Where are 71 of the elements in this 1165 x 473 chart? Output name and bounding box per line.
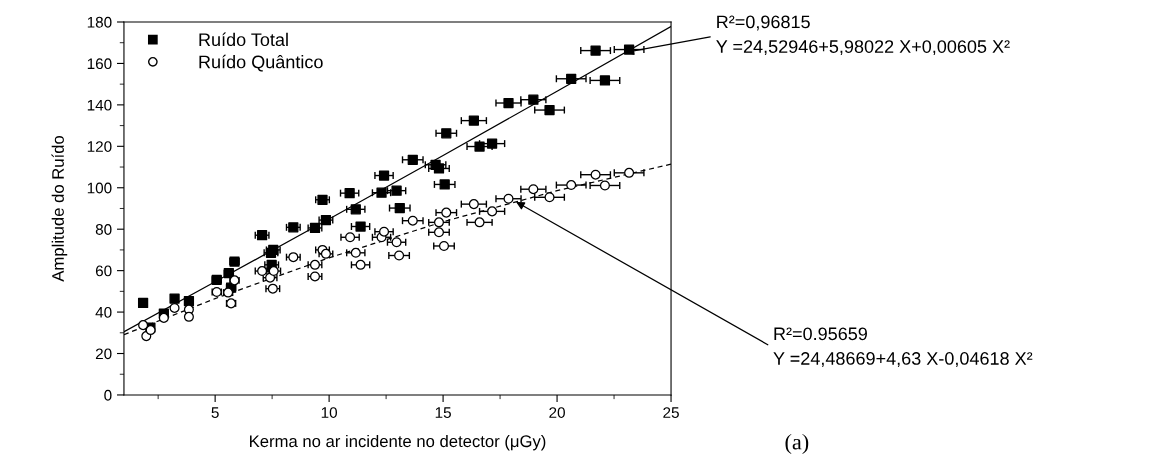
point [379, 226, 390, 237]
point [394, 202, 405, 214]
point [391, 185, 402, 196]
point [599, 75, 611, 86]
point [599, 180, 610, 191]
point [433, 227, 445, 238]
annotation: R²=0.95659 Y =24,48669+4,63 X-0,04618 X² [773, 327, 1033, 367]
point [376, 187, 387, 198]
point [566, 180, 577, 191]
point [544, 192, 555, 203]
y-tick-label: 40 [95, 306, 112, 318]
point [474, 141, 485, 152]
point [391, 237, 402, 248]
point [441, 128, 452, 139]
y-tick-label: 20 [95, 348, 112, 360]
point [441, 207, 452, 218]
point [407, 215, 418, 226]
point [350, 247, 361, 258]
point [433, 163, 445, 174]
x-tick-label: 15 [435, 407, 451, 418]
point [345, 232, 356, 243]
point [378, 170, 390, 181]
point [528, 184, 539, 195]
point [590, 45, 601, 56]
y-tick-label: 120 [87, 141, 112, 152]
point [624, 167, 635, 178]
point [288, 222, 299, 233]
y-axis-title: Amplitude do Ruído [51, 135, 68, 282]
point [487, 206, 498, 217]
point [394, 250, 405, 261]
y-tick-label: 180 [87, 16, 112, 28]
point [407, 154, 418, 165]
point [474, 217, 485, 228]
legend-label: Ruído Total [199, 32, 288, 47]
y-tick-label: 60 [95, 265, 112, 277]
point [183, 311, 194, 322]
point [137, 297, 149, 309]
point [468, 115, 479, 126]
point [503, 193, 514, 204]
point [350, 204, 361, 215]
point [309, 271, 320, 282]
point [439, 179, 450, 190]
text: (a) [785, 433, 809, 455]
point [528, 94, 539, 105]
legend-label: Ruído Quântico [199, 54, 323, 72]
point [468, 199, 479, 210]
x-tick-label: 5 [211, 407, 219, 418]
point [169, 293, 180, 304]
point [433, 217, 445, 228]
point [183, 295, 195, 307]
point [486, 138, 498, 149]
y-tick-label: 80 [95, 224, 112, 235]
y-tick-label: 160 [87, 58, 112, 70]
point [590, 169, 601, 180]
point [138, 320, 149, 331]
point [503, 97, 514, 109]
point [438, 240, 450, 251]
y-tick-label: 100 [87, 182, 112, 194]
annotation: R²=0,96815 Y =24,52946+5,98022 X+0,00605 X² [716, 15, 1010, 56]
x-tick-label: 25 [663, 407, 679, 418]
point [544, 104, 555, 116]
y-tick-label: 0 [104, 389, 112, 401]
x-axis-title: Kerma no ar incidente no detector (μGy) [250, 434, 546, 451]
point [355, 221, 366, 232]
point [317, 194, 328, 205]
point [566, 73, 577, 84]
x-tick-label: 10 [321, 407, 338, 418]
x-tick-label: 20 [549, 407, 565, 418]
point [344, 188, 355, 199]
y-tick-label: 140 [87, 99, 112, 111]
point [355, 259, 366, 270]
